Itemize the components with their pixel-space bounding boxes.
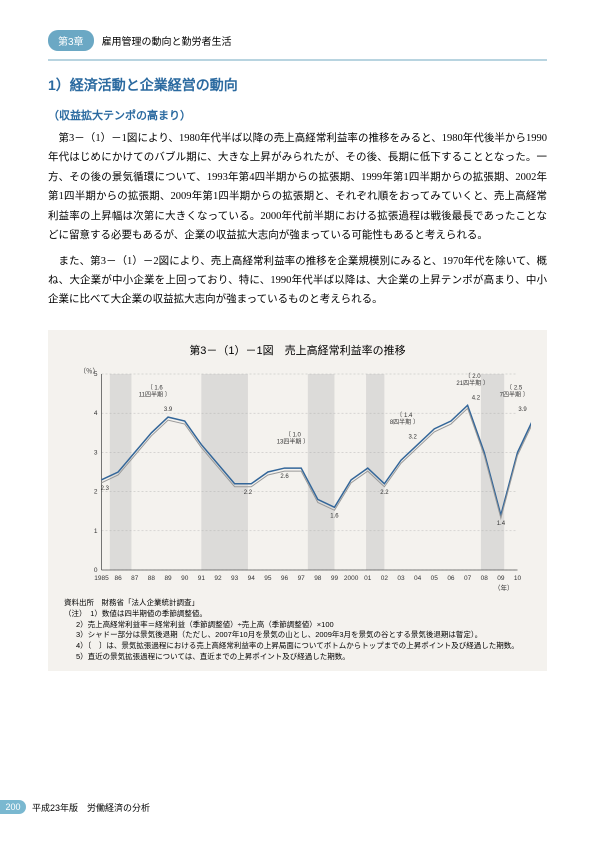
svg-text:88: 88 xyxy=(148,575,156,582)
subsection-heading: （収益拡大テンポの高まり） xyxy=(48,107,547,123)
note-line: 4）〔 〕は、景気拡張過程における売上高経常利益率の上昇局面についてボトムからト… xyxy=(64,641,531,652)
svg-text:13四半期 〕: 13四半期 〕 xyxy=(277,438,309,446)
chart-notes: 資料出所 財務省「法人企業統計調査」 （注） 1）数値は四半期値の季節調整値。2… xyxy=(64,598,531,663)
svg-text:（年）: （年） xyxy=(494,583,514,592)
chapter-underline xyxy=(48,59,547,61)
svg-text:1985: 1985 xyxy=(94,575,109,582)
svg-text:1.6: 1.6 xyxy=(330,513,339,519)
svg-text:03: 03 xyxy=(397,575,405,582)
svg-text:2.6: 2.6 xyxy=(280,474,289,480)
svg-text:〔 1.0: 〔 1.0 xyxy=(285,432,302,439)
svg-text:7四半期 〕: 7四半期 〕 xyxy=(500,390,529,398)
svg-text:〔 1.4: 〔 1.4 xyxy=(396,412,413,419)
svg-text:〔 1.6: 〔 1.6 xyxy=(147,384,164,391)
svg-text:0: 0 xyxy=(94,567,98,574)
note-line: 2）売上高経常利益率＝経常利益（季節調整値）÷売上高（季節調整値）×100 xyxy=(64,620,531,631)
svg-text:89: 89 xyxy=(164,575,172,582)
svg-text:08: 08 xyxy=(481,575,489,582)
svg-text:02: 02 xyxy=(381,575,389,582)
svg-text:90: 90 xyxy=(181,575,189,582)
svg-text:3.2: 3.2 xyxy=(408,434,417,440)
svg-text:94: 94 xyxy=(248,575,256,582)
svg-text:2.2: 2.2 xyxy=(244,490,253,496)
svg-text:07: 07 xyxy=(464,575,472,582)
page-number: 200 xyxy=(0,800,26,814)
chart-area: 0123451985868788899091929394959697989920… xyxy=(64,364,531,594)
svg-text:93: 93 xyxy=(231,575,239,582)
svg-text:86: 86 xyxy=(115,575,123,582)
svg-text:87: 87 xyxy=(131,575,139,582)
svg-text:〔 2.5: 〔 2.5 xyxy=(506,384,523,391)
svg-text:〔 2.0: 〔 2.0 xyxy=(465,373,482,380)
page-footer: 200 平成23年版 労働経済の分析 xyxy=(0,800,150,814)
svg-text:3.9: 3.9 xyxy=(164,407,173,413)
svg-text:1: 1 xyxy=(94,528,98,535)
note-line: （注） 1）数値は四半期値の季節調整値。 xyxy=(64,609,531,620)
chart-container: 第3－（1）－1図 売上高経常利益率の推移 012345198586878889… xyxy=(48,330,547,671)
svg-text:2: 2 xyxy=(94,488,98,495)
chapter-badge: 第3章 雇用管理の動向と勤労者生活 xyxy=(48,30,232,51)
svg-text:2.3: 2.3 xyxy=(101,486,110,492)
svg-text:92: 92 xyxy=(214,575,222,582)
paragraph-1: 第3－（1）－1図により、1980年代半ば以降の売上高経常利益率の推移をみると、… xyxy=(48,129,547,246)
svg-text:4: 4 xyxy=(94,410,98,417)
chapter-number: 第3章 xyxy=(48,30,94,51)
svg-text:98: 98 xyxy=(314,575,322,582)
svg-text:3: 3 xyxy=(94,449,98,456)
svg-text:11四半期 〕: 11四半期 〕 xyxy=(139,390,171,398)
svg-text:1.4: 1.4 xyxy=(497,521,506,527)
chapter-subtitle: 雇用管理の動向と勤労者生活 xyxy=(102,33,232,48)
svg-text:21四半期 〕: 21四半期 〕 xyxy=(456,379,488,387)
footer-text: 平成23年版 労働経済の分析 xyxy=(32,801,150,814)
svg-text:（％）: （％） xyxy=(80,367,100,375)
svg-text:8四半期 〕: 8四半期 〕 xyxy=(390,418,419,426)
source-line: 資料出所 財務省「法人企業統計調査」 xyxy=(64,598,531,609)
svg-text:91: 91 xyxy=(198,575,206,582)
svg-text:01: 01 xyxy=(364,575,372,582)
svg-text:2000: 2000 xyxy=(344,575,359,582)
section-heading: 1）経済活動と企業経営の動向 xyxy=(48,75,547,95)
note-line: 5）直近の景気拡張過程については、直近までの上昇ポイント及び経過した期数。 xyxy=(64,652,531,663)
svg-text:97: 97 xyxy=(298,575,306,582)
svg-text:10: 10 xyxy=(514,575,522,582)
svg-text:3.9: 3.9 xyxy=(518,407,527,413)
svg-text:96: 96 xyxy=(281,575,289,582)
note-line: 3）シャドー部分は景気後退期（ただし、2007年10月を景気の山とし、2009年… xyxy=(64,630,531,641)
svg-text:05: 05 xyxy=(431,575,439,582)
svg-text:95: 95 xyxy=(264,575,272,582)
svg-text:4.2: 4.2 xyxy=(472,395,481,401)
svg-text:99: 99 xyxy=(331,575,339,582)
svg-text:04: 04 xyxy=(414,575,422,582)
svg-text:06: 06 xyxy=(447,575,455,582)
chart-title: 第3－（1）－1図 売上高経常利益率の推移 xyxy=(64,342,531,358)
svg-text:2.2: 2.2 xyxy=(380,490,389,496)
svg-text:09: 09 xyxy=(497,575,505,582)
paragraph-2: また、第3－（1）－2図により、売上高経常利益率の推移を企業規模別にみると、19… xyxy=(48,252,547,310)
